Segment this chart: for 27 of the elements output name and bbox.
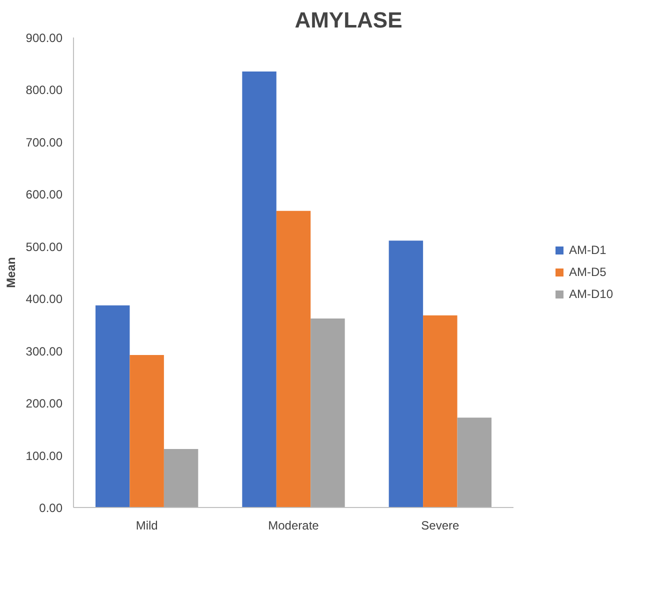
bar	[130, 355, 164, 508]
y-tick-label: 500.00	[26, 240, 63, 254]
x-tick-label: Severe	[421, 518, 460, 532]
y-axis-title: Mean	[4, 257, 18, 288]
legend-label: AM-D1	[568, 243, 606, 257]
chart-title: AMYLASE	[294, 8, 402, 32]
x-tick-label: Moderate	[268, 518, 320, 532]
y-tick-label: 0.00	[39, 501, 63, 515]
y-tick-label: 400.00	[26, 292, 63, 306]
y-tick-label: 600.00	[26, 188, 63, 202]
bar	[96, 305, 130, 508]
bar	[310, 318, 345, 508]
legend-label: AM-D5	[568, 265, 606, 279]
y-tick-label: 200.00	[26, 396, 63, 411]
x-tick-label: Mild	[136, 518, 158, 532]
y-tick-label: 100.00	[26, 448, 63, 463]
y-tick-label: 300.00	[26, 344, 63, 358]
y-tick-label: 800.00	[26, 83, 63, 98]
y-tick-label: 700.00	[26, 135, 63, 150]
bar	[423, 315, 458, 508]
y-tick-label: 900.00	[26, 31, 63, 45]
bar	[276, 210, 311, 508]
bar	[164, 449, 198, 508]
legend-label: AM-D10	[568, 287, 613, 301]
bar	[242, 71, 276, 508]
bar	[457, 418, 492, 508]
bar	[388, 240, 424, 508]
